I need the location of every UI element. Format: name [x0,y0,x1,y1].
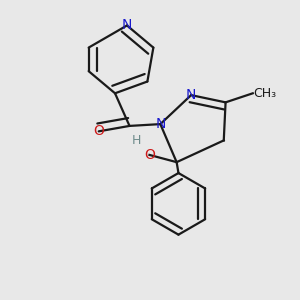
Text: H: H [132,134,142,147]
Text: CH₃: CH₃ [253,87,276,100]
Text: N: N [122,19,132,32]
Text: O: O [93,124,104,138]
Text: O: O [144,148,155,162]
Text: N: N [186,88,196,102]
Text: N: N [155,117,166,131]
